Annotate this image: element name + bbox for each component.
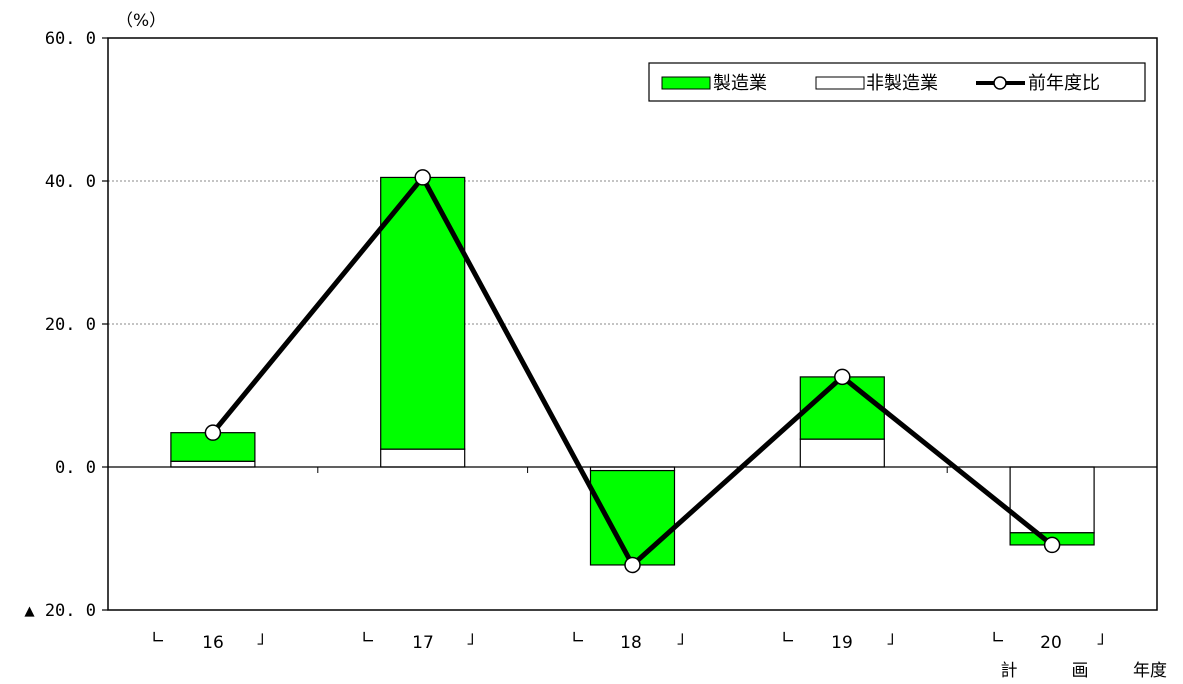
- bar-manufacturing: [799, 376, 885, 440]
- y-tick-labels: 60. 0 40. 0 20. 0 0. 0 ▲ 20. 0: [24, 29, 96, 621]
- x-tick-labels: ∟ 16 」 ∟ 17 」 ∟ 18 」 ∟ 19 」 ∟ 20 」: [151, 628, 1114, 653]
- bar-manufacturing: [589, 469, 676, 566]
- x-note-kei: 計: [1001, 661, 1018, 681]
- axes: [102, 37, 1157, 611]
- bracket-right: 」: [887, 628, 904, 648]
- x-note: 計 画 年度: [1001, 661, 1168, 681]
- bracket-right: 」: [257, 628, 274, 648]
- legend-swatch-manufacturing: [661, 76, 711, 90]
- x-tick-label: 20: [1040, 633, 1062, 653]
- bracket-left: ∟: [991, 628, 1005, 648]
- yoy-point: [204, 424, 222, 441]
- grid-lines: [108, 180, 1157, 325]
- legend-swatch-nonmanufacturing: [815, 76, 865, 90]
- legend-label-yoy: 前年度比: [1028, 73, 1100, 94]
- y-tick-label: 40. 0: [45, 172, 96, 192]
- bracket-left: ∟: [361, 628, 375, 648]
- bar-nonmanufacturing: [380, 448, 466, 468]
- y-tick-label: ▲ 20. 0: [24, 601, 96, 621]
- x-tick-label: 19: [831, 633, 853, 653]
- x-tick-label: 18: [620, 633, 642, 653]
- bar-nonmanufacturing: [1009, 466, 1095, 534]
- x-tick-label: 17: [412, 633, 434, 653]
- bracket-left: ∟: [151, 628, 165, 648]
- legend-label-nonmanufacturing: 非製造業: [866, 73, 938, 94]
- unit-label: （%）: [116, 11, 166, 31]
- bar-nonmanufacturing: [170, 460, 256, 468]
- y-tick-label: 60. 0: [45, 29, 96, 49]
- bar-manufacturing: [380, 176, 466, 450]
- legend-marker-yoy: [993, 76, 1007, 90]
- yoy-point: [414, 169, 431, 186]
- legend-box: [648, 62, 1146, 102]
- x-note-nendo: 年度: [1133, 661, 1167, 681]
- yoy-point: [834, 368, 851, 386]
- y-tick-label: 20. 0: [45, 315, 96, 335]
- legend: 製造業 非製造業 前年度比: [648, 62, 1146, 102]
- x-note-ga: 画: [1072, 661, 1089, 681]
- y-tick-label: 0. 0: [55, 458, 96, 478]
- legend-label-manufacturing: 製造業: [713, 73, 767, 94]
- yoy-point: [1043, 536, 1061, 554]
- bar-nonmanufacturing: [799, 438, 885, 468]
- x-tick-label: 16: [202, 633, 224, 653]
- bracket-right: 」: [467, 628, 484, 648]
- bracket-left: ∟: [781, 628, 795, 648]
- bracket-right: 」: [1097, 628, 1114, 648]
- bracket-right: 」: [677, 628, 694, 648]
- line-series: [204, 169, 1061, 574]
- yoy-point: [624, 556, 641, 574]
- bars: [170, 176, 1095, 566]
- bracket-left: ∟: [571, 628, 585, 648]
